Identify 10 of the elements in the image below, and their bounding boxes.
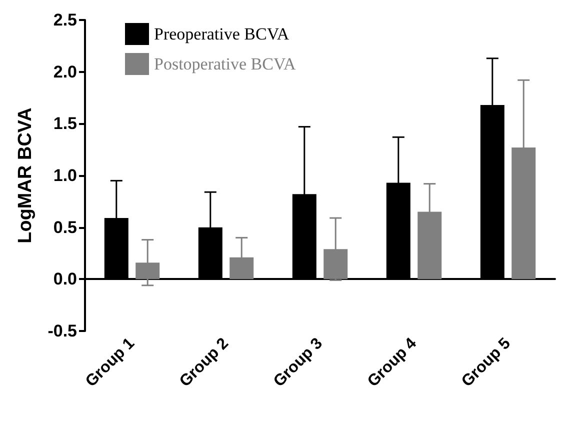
y-tick-label: 0.5 xyxy=(53,218,77,237)
y-tick-label: 2.0 xyxy=(53,62,77,82)
y-tick-label: 0.0 xyxy=(53,270,77,289)
y-tick-label: -0.5 xyxy=(48,322,77,340)
y-tick-label: 2.5 xyxy=(53,10,77,30)
y-axis-title: LogMAR BCVA xyxy=(15,107,36,244)
y-tick-label: 1.0 xyxy=(53,166,77,185)
legend-label: Preoperative BCVA xyxy=(154,24,290,44)
y-tick-label: 1.5 xyxy=(53,114,77,134)
legend-label: Postoperative BCVA xyxy=(154,54,297,74)
